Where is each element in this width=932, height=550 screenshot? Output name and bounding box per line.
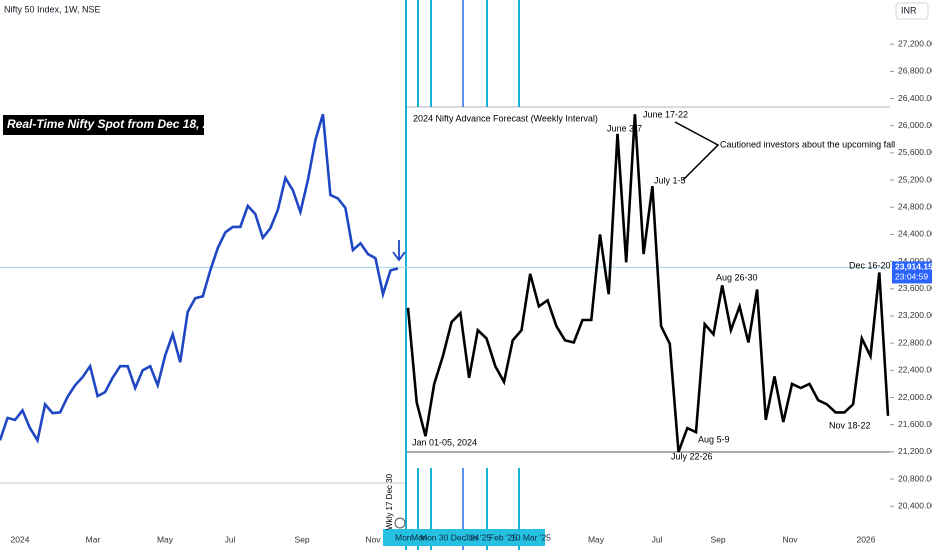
x-tick-label: May	[157, 534, 174, 544]
annotation: Real-Time Nifty Spot from Dec 18, 2023	[7, 117, 230, 131]
y-tick-label: 23,200.00	[898, 310, 932, 320]
x-tick-label-highlight: Mon	[395, 532, 412, 542]
x-tick-label: Sep	[294, 534, 309, 544]
x-tick-label: Nov	[365, 534, 381, 544]
annotation: Jan 01-05, 2024	[412, 437, 477, 447]
replay-icon[interactable]	[394, 517, 406, 529]
y-tick-label: 27,200.00	[898, 38, 932, 48]
callout-lines	[674, 121, 720, 181]
y-tick-label: 26,000.00	[898, 120, 932, 130]
x-tick-label-highlight: 10 Mar '25	[511, 532, 551, 542]
series-line	[0, 113, 399, 444]
y-tick-label: 22,800.00	[898, 337, 932, 347]
annotation: Nov 18-22	[829, 420, 871, 430]
x-tick-label-highlight: Feb '25	[489, 532, 517, 542]
y-tick-label: 23,600.00	[898, 283, 932, 293]
annotation: July 1-5	[654, 175, 686, 185]
annotation: 2024 Nifty Advance Forecast (Weekly Inte…	[413, 113, 598, 123]
y-tick-label: 21,200.00	[898, 446, 932, 456]
price-label: 23,914.15	[895, 262, 932, 272]
x-tick-label: May	[588, 534, 605, 544]
time-highlight	[383, 529, 545, 546]
series-line	[406, 114, 890, 453]
y-tick-label: 24,000.00	[898, 256, 932, 266]
x-tick-label: 2024	[11, 534, 30, 544]
y-tick-label: 22,400.00	[898, 365, 932, 375]
annotation: June 3-7	[607, 123, 642, 133]
x-tick-label: Mar	[86, 534, 101, 544]
y-tick-label: 21,600.00	[898, 419, 932, 429]
y-tick-label: 20,400.00	[898, 500, 932, 510]
annotation: Cautioned investors about the upcoming f…	[720, 139, 895, 149]
x-tick-label-highlight: Mon	[411, 532, 428, 542]
x-tick-label-highlight: Jan '25	[464, 532, 491, 542]
annotation: Aug 26-30	[716, 272, 758, 282]
y-tick-label: 26,400.00	[898, 93, 932, 103]
annotation: Aug 5-9	[698, 434, 730, 444]
y-tick-label: 24,400.00	[898, 229, 932, 239]
annotation: Dec 16-20	[849, 260, 891, 270]
annotation-box	[3, 115, 204, 135]
y-tick-label: 25,600.00	[898, 147, 932, 157]
y-tick-label: 22,000.00	[898, 392, 932, 402]
countdown: 23:04:59	[895, 272, 928, 282]
y-tick-label: 24,800.00	[898, 201, 932, 211]
y-tick-label: 20,800.00	[898, 473, 932, 483]
price-tag	[892, 261, 932, 284]
y-tick-label: 25,200.00	[898, 174, 932, 184]
chart-title: Nifty 50 Index, 1W, NSE	[4, 4, 101, 14]
annotation: July 22-26	[671, 451, 713, 461]
y-tick-label: 26,800.00	[898, 66, 932, 76]
arrow	[392, 240, 406, 262]
x-tick-label: 2026	[857, 534, 876, 544]
currency-box[interactable]	[895, 2, 929, 20]
x-tick-label: Jul	[652, 534, 663, 544]
x-tick-label-highlight: Mon 30 Dec '24	[420, 532, 480, 542]
annotation: June 17-22	[643, 109, 688, 119]
x-tick-label: Jul	[225, 534, 236, 544]
annotation: Wkly 17 Dec 30	[385, 473, 394, 530]
x-tick-label: Nov	[782, 534, 798, 544]
currency: INR	[901, 5, 917, 15]
x-tick-label: Sep	[710, 534, 725, 544]
